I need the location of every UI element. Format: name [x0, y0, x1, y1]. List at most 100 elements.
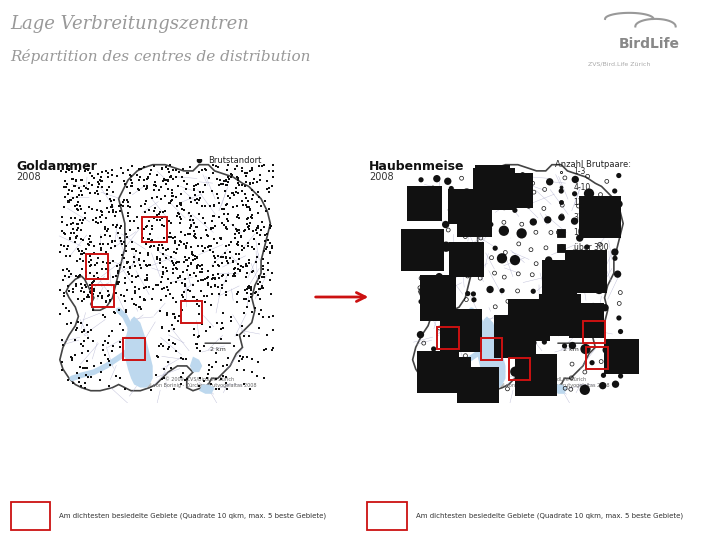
- Point: [434, 323, 446, 332]
- Point: [468, 332, 480, 340]
- Point: [235, 266, 246, 274]
- Point: [207, 187, 218, 195]
- Point: [231, 366, 243, 375]
- Point: [204, 366, 215, 374]
- Point: [184, 163, 196, 172]
- Point: [173, 240, 184, 249]
- Point: [71, 281, 82, 290]
- Point: [97, 240, 109, 248]
- Point: [74, 363, 86, 372]
- Point: [94, 213, 105, 222]
- Point: [428, 345, 439, 353]
- Point: [539, 185, 550, 194]
- Point: [65, 233, 76, 242]
- Point: [68, 229, 79, 238]
- Point: [230, 225, 242, 233]
- Point: [82, 347, 94, 355]
- Point: [440, 352, 451, 361]
- Point: [108, 196, 120, 205]
- Point: [102, 225, 114, 234]
- Text: Anzahl Brutpaare:: Anzahl Brutpaare:: [555, 160, 631, 168]
- Point: [201, 165, 212, 174]
- Point: [150, 370, 162, 379]
- Point: [233, 179, 244, 187]
- Point: [228, 256, 239, 265]
- Point: [184, 253, 195, 262]
- Point: [239, 182, 251, 191]
- Point: [157, 249, 168, 258]
- Point: [188, 256, 199, 265]
- Point: [127, 278, 138, 287]
- Point: [63, 161, 74, 170]
- Point: [221, 256, 233, 265]
- Point: [101, 189, 112, 198]
- Point: [181, 239, 192, 247]
- Point: [126, 179, 138, 187]
- Point: [204, 246, 215, 254]
- Point: [179, 206, 190, 214]
- Point: [174, 210, 185, 218]
- Point: [84, 241, 95, 249]
- Point: [73, 374, 84, 382]
- Point: [85, 326, 96, 334]
- Point: [170, 347, 181, 355]
- Point: [226, 189, 238, 198]
- Text: © 2009, ZVS/BirdLife Zürich
Axel von Borinig - Zürcher Brutvogelaltas 2008: © 2009, ZVS/BirdLife Zürich Axel von Bor…: [141, 377, 257, 388]
- Point: [498, 202, 510, 211]
- Point: [198, 377, 210, 386]
- Point: [557, 201, 568, 210]
- Point: [139, 208, 150, 217]
- Point: [148, 213, 160, 222]
- Point: [102, 355, 114, 363]
- Point: [190, 223, 202, 232]
- Point: [213, 384, 225, 393]
- Point: [579, 386, 590, 394]
- Point: [240, 259, 252, 268]
- Text: 31-100: 31-100: [574, 213, 600, 222]
- Point: [210, 274, 221, 283]
- Point: [431, 228, 442, 237]
- Point: [168, 339, 179, 348]
- Point: [500, 248, 511, 257]
- Point: [216, 259, 228, 268]
- Point: [188, 292, 199, 301]
- Point: [141, 262, 153, 271]
- Point: [267, 343, 279, 352]
- Text: Goldammer: Goldammer: [17, 160, 97, 173]
- Point: [217, 253, 229, 261]
- Point: [58, 265, 69, 274]
- Point: [440, 220, 451, 229]
- Point: [71, 193, 82, 201]
- Point: [415, 274, 427, 282]
- Point: [156, 322, 167, 331]
- Point: [166, 233, 177, 241]
- Point: [100, 167, 112, 176]
- Point: [209, 253, 220, 262]
- Point: [63, 306, 75, 315]
- Point: [178, 293, 189, 302]
- Point: [253, 222, 264, 231]
- Point: [220, 373, 232, 382]
- Point: [510, 367, 521, 376]
- Point: [79, 384, 91, 393]
- Point: [78, 326, 89, 334]
- Point: [166, 256, 178, 265]
- Point: [90, 213, 102, 222]
- Point: [526, 330, 538, 339]
- Point: [433, 272, 445, 281]
- Point: [116, 240, 127, 248]
- Point: [76, 349, 88, 357]
- Point: [102, 287, 114, 295]
- Point: [77, 256, 89, 265]
- Point: [188, 331, 199, 340]
- Point: [526, 271, 538, 279]
- Point: [238, 263, 249, 272]
- Point: [469, 198, 480, 207]
- Point: [220, 248, 231, 257]
- Point: [187, 251, 199, 260]
- Point: [150, 281, 162, 289]
- Point: [96, 294, 107, 302]
- Polygon shape: [125, 316, 153, 388]
- Point: [168, 247, 179, 256]
- Point: [101, 204, 112, 212]
